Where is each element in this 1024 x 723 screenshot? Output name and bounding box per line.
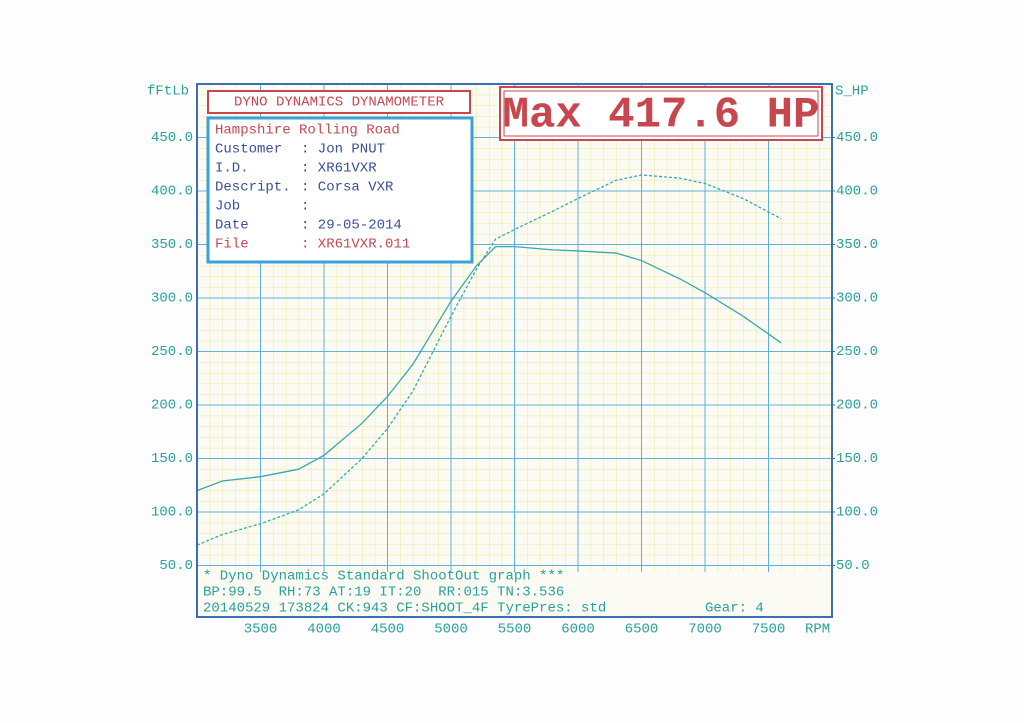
info-value: : XR61VXR [301, 161, 377, 177]
y2-tick-label: 100.0 [836, 505, 878, 521]
series-line [196, 245, 782, 492]
max-box-inner [503, 90, 819, 137]
x-tick-label: 5000 [434, 622, 468, 638]
info-value: : 29-05-2014 [301, 218, 402, 234]
y2-tick-label: 250.0 [836, 344, 878, 360]
x-tick-label: 6000 [561, 622, 595, 638]
y-tick-label: 400.0 [151, 184, 193, 200]
y2-tick-label: 300.0 [836, 291, 878, 307]
x-tick-label: 7500 [752, 622, 786, 638]
x-tick-label: 3500 [244, 622, 278, 638]
info-label: Descript. [215, 180, 291, 196]
x-tick-label: 6500 [625, 622, 659, 638]
footer-line: BP:99.5 RH:73 AT:19 IT:20 RR:015 TN:3.53… [203, 585, 564, 601]
footer-gear: Gear: 4 [705, 601, 764, 617]
y-tick-label: 150.0 [151, 451, 193, 467]
series-line [196, 174, 782, 546]
y2-tick-label: 350.0 [836, 237, 878, 253]
info-label: Date [215, 218, 249, 234]
info-value: : Corsa VXR [301, 180, 394, 196]
info-label: I.D. [215, 161, 249, 177]
max-annotation: Max 417.6 HP [503, 91, 820, 141]
info-value: : XR61VXR.011 [301, 237, 410, 253]
y2-tick-label: 150.0 [836, 451, 878, 467]
x-tick-label: 4000 [307, 622, 341, 638]
y-tick-label: 200.0 [151, 398, 193, 414]
x-tick-label: 7000 [688, 622, 722, 638]
info-label: File [215, 237, 249, 253]
footer-line: * Dyno Dynamics Standard ShootOut graph … [203, 569, 564, 585]
x-tick-label: 4500 [371, 622, 405, 638]
info-value: : [301, 199, 309, 215]
x-axis-label: RPM [805, 622, 830, 638]
info-label: Customer [215, 142, 282, 158]
info-box [206, 116, 474, 264]
y-tick-label: 300.0 [151, 291, 193, 307]
max-box [499, 86, 823, 141]
y2-axis-label: S_HP [835, 84, 869, 100]
plot-frame [196, 83, 833, 618]
footer-line: 20140529 173824 CK:943 CF:SHOOT_4F TyreP… [203, 601, 606, 617]
y2-tick-label: 50.0 [836, 558, 870, 574]
chart-title: DYNO DYNAMICS DYNAMOMETER [234, 95, 445, 111]
y2-tick-label: 400.0 [836, 184, 878, 200]
y-tick-label: 250.0 [151, 344, 193, 360]
y-tick-label: 350.0 [151, 237, 193, 253]
info-heading: Hampshire Rolling Road [215, 123, 400, 139]
x-tick-label: 5500 [498, 622, 532, 638]
y2-tick-label: 450.0 [836, 130, 878, 146]
y-tick-label: 100.0 [151, 505, 193, 521]
y-tick-label: 450.0 [151, 130, 193, 146]
y-axis-label: fFtLb [147, 84, 189, 100]
y-tick-label: 50.0 [159, 558, 193, 574]
info-label: Job [215, 199, 240, 215]
title-box [207, 90, 471, 114]
y2-tick-label: 200.0 [836, 398, 878, 414]
info-value: : Jon PNUT [301, 142, 385, 158]
